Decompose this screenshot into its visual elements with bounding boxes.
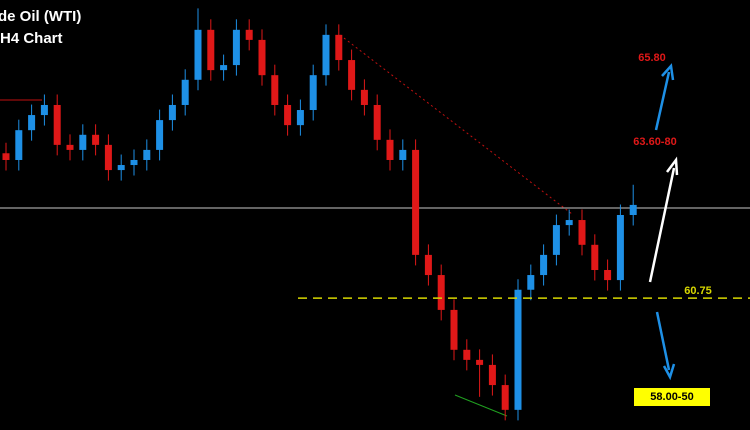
candle-body — [284, 104, 292, 126]
candle-body — [373, 104, 381, 140]
support-label: 60.75 — [684, 285, 712, 297]
candle-body — [130, 159, 138, 166]
target-label: 65.80 — [638, 52, 666, 64]
candle-body — [591, 244, 599, 271]
candle-body — [168, 104, 176, 121]
candle-body — [501, 385, 509, 410]
candle-body — [578, 220, 586, 245]
candle-body — [540, 254, 548, 276]
target-label: 63.60-80 — [633, 136, 676, 148]
candle-body — [360, 89, 368, 105]
candle-body — [15, 130, 23, 160]
candle-body — [629, 204, 637, 215]
candle-body — [53, 104, 61, 145]
candle-body — [156, 120, 164, 150]
candle-body — [348, 60, 356, 90]
candle-body — [66, 144, 74, 150]
candle-body — [322, 34, 330, 76]
candle-body — [412, 149, 420, 255]
candle-body — [296, 110, 304, 126]
candle-body — [207, 29, 215, 71]
target-label: 58.00-50 — [650, 391, 693, 403]
candle-body — [527, 275, 535, 290]
candle-body — [258, 39, 266, 76]
candle-body — [616, 215, 624, 281]
candle-body — [92, 134, 100, 145]
chart-title: de Oil (WTI) — [0, 8, 81, 25]
candle-body — [104, 144, 112, 171]
target-box — [634, 388, 710, 406]
candle-body — [245, 29, 253, 40]
candle-body — [232, 29, 240, 66]
arrow-head — [666, 156, 679, 176]
candle-body — [565, 220, 573, 226]
arrows — [648, 63, 679, 381]
arrow-up — [654, 71, 671, 131]
candle-body — [309, 75, 317, 111]
chart-subtitle: H4 Chart — [0, 30, 63, 47]
arrow-up — [648, 167, 676, 283]
divergence-line — [454, 394, 508, 417]
candle-body — [386, 139, 394, 160]
arrow-head — [662, 363, 676, 381]
candle-body — [399, 149, 407, 160]
candle-body — [28, 115, 36, 131]
candle-body — [463, 349, 471, 360]
candle-body — [79, 134, 87, 150]
candle-body — [143, 149, 151, 160]
candle-body — [271, 75, 279, 105]
candle-body — [194, 29, 202, 80]
candle-body — [2, 153, 10, 160]
candle-body — [40, 104, 48, 116]
candle-body — [552, 225, 560, 255]
arrow-down — [655, 311, 671, 371]
candles — [2, 8, 637, 421]
candle-body — [450, 309, 458, 350]
candle-body — [117, 165, 125, 171]
candle-body — [424, 254, 432, 276]
candle-body — [181, 79, 189, 105]
candle-body — [335, 34, 343, 61]
arrow-head — [661, 63, 675, 81]
candle-body — [220, 65, 228, 71]
candle-body — [514, 289, 522, 410]
candle-body — [476, 359, 484, 365]
candle-body — [604, 270, 612, 281]
candle-body — [437, 275, 445, 310]
candle-body — [488, 364, 496, 386]
trend-line — [339, 34, 573, 215]
